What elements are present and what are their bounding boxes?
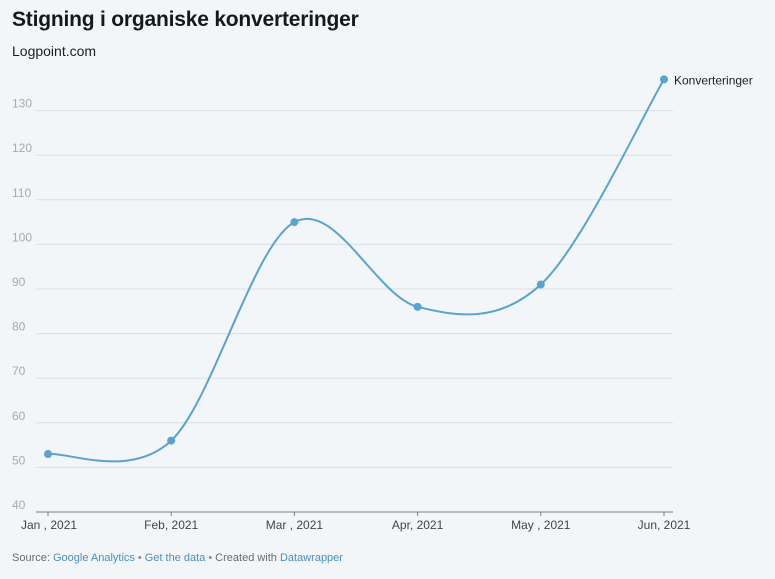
y-tick-label: 120 bbox=[12, 141, 32, 155]
footer-get-data-link[interactable]: Get the data bbox=[144, 552, 206, 564]
footer-source-prefix: Source: bbox=[12, 552, 53, 564]
y-tick-label: 40 bbox=[12, 498, 26, 512]
data-point[interactable] bbox=[413, 302, 422, 311]
line-chart: 40 50 60 70 80 90 100 110 120 130 Jan , 2021 Feb, … bbox=[12, 73, 753, 532]
x-tick-label: Feb, 2021 bbox=[144, 518, 198, 532]
footer-tool-link[interactable]: Datawrapper bbox=[279, 552, 343, 564]
data-point[interactable] bbox=[290, 218, 299, 227]
footer-source-link[interactable]: Google Analytics bbox=[52, 552, 135, 564]
chart-title: Stigning i organiske konverteringer bbox=[12, 8, 359, 31]
footer-separator: • bbox=[137, 552, 142, 564]
y-tick-label: 100 bbox=[12, 230, 32, 244]
x-axis-ticks: Jan , 2021 Feb, 2021 Mar , 2021 Apr, 2021 Ma… bbox=[21, 512, 691, 532]
chart-footer: Source: Google Analytics • Get the data • Cr… bbox=[12, 552, 343, 564]
y-axis-ticks: 40 50 60 70 80 90 100 110 120 130 bbox=[12, 97, 32, 512]
y-tick-label: 60 bbox=[12, 409, 26, 423]
x-tick-label: Jun, 2021 bbox=[638, 518, 691, 532]
y-tick-label: 90 bbox=[12, 275, 26, 289]
footer-separator-2: • bbox=[208, 552, 213, 564]
data-point[interactable] bbox=[167, 436, 176, 445]
y-tick-label: 70 bbox=[12, 364, 26, 378]
footer-created-with: Created with bbox=[215, 552, 280, 564]
y-tick-label: 80 bbox=[12, 320, 26, 334]
data-point[interactable] bbox=[660, 75, 668, 84]
x-tick-label: Mar , 2021 bbox=[266, 518, 324, 532]
data-point[interactable] bbox=[536, 280, 545, 289]
series-line bbox=[47, 78, 665, 463]
x-tick-label: Jan , 2021 bbox=[21, 518, 77, 532]
series-label: Konverteringer bbox=[674, 73, 753, 87]
x-tick-label: Apr, 2021 bbox=[392, 518, 444, 532]
x-tick-label: May , 2021 bbox=[511, 518, 571, 532]
y-tick-label: 110 bbox=[12, 186, 31, 200]
y-tick-label: 50 bbox=[12, 453, 26, 467]
series-layer: Konverteringer bbox=[44, 73, 753, 463]
chart-subtitle: Logpoint.com bbox=[12, 43, 97, 59]
grid-lines bbox=[36, 110, 673, 513]
data-point[interactable] bbox=[44, 450, 52, 459]
y-tick-label: 130 bbox=[12, 97, 32, 111]
